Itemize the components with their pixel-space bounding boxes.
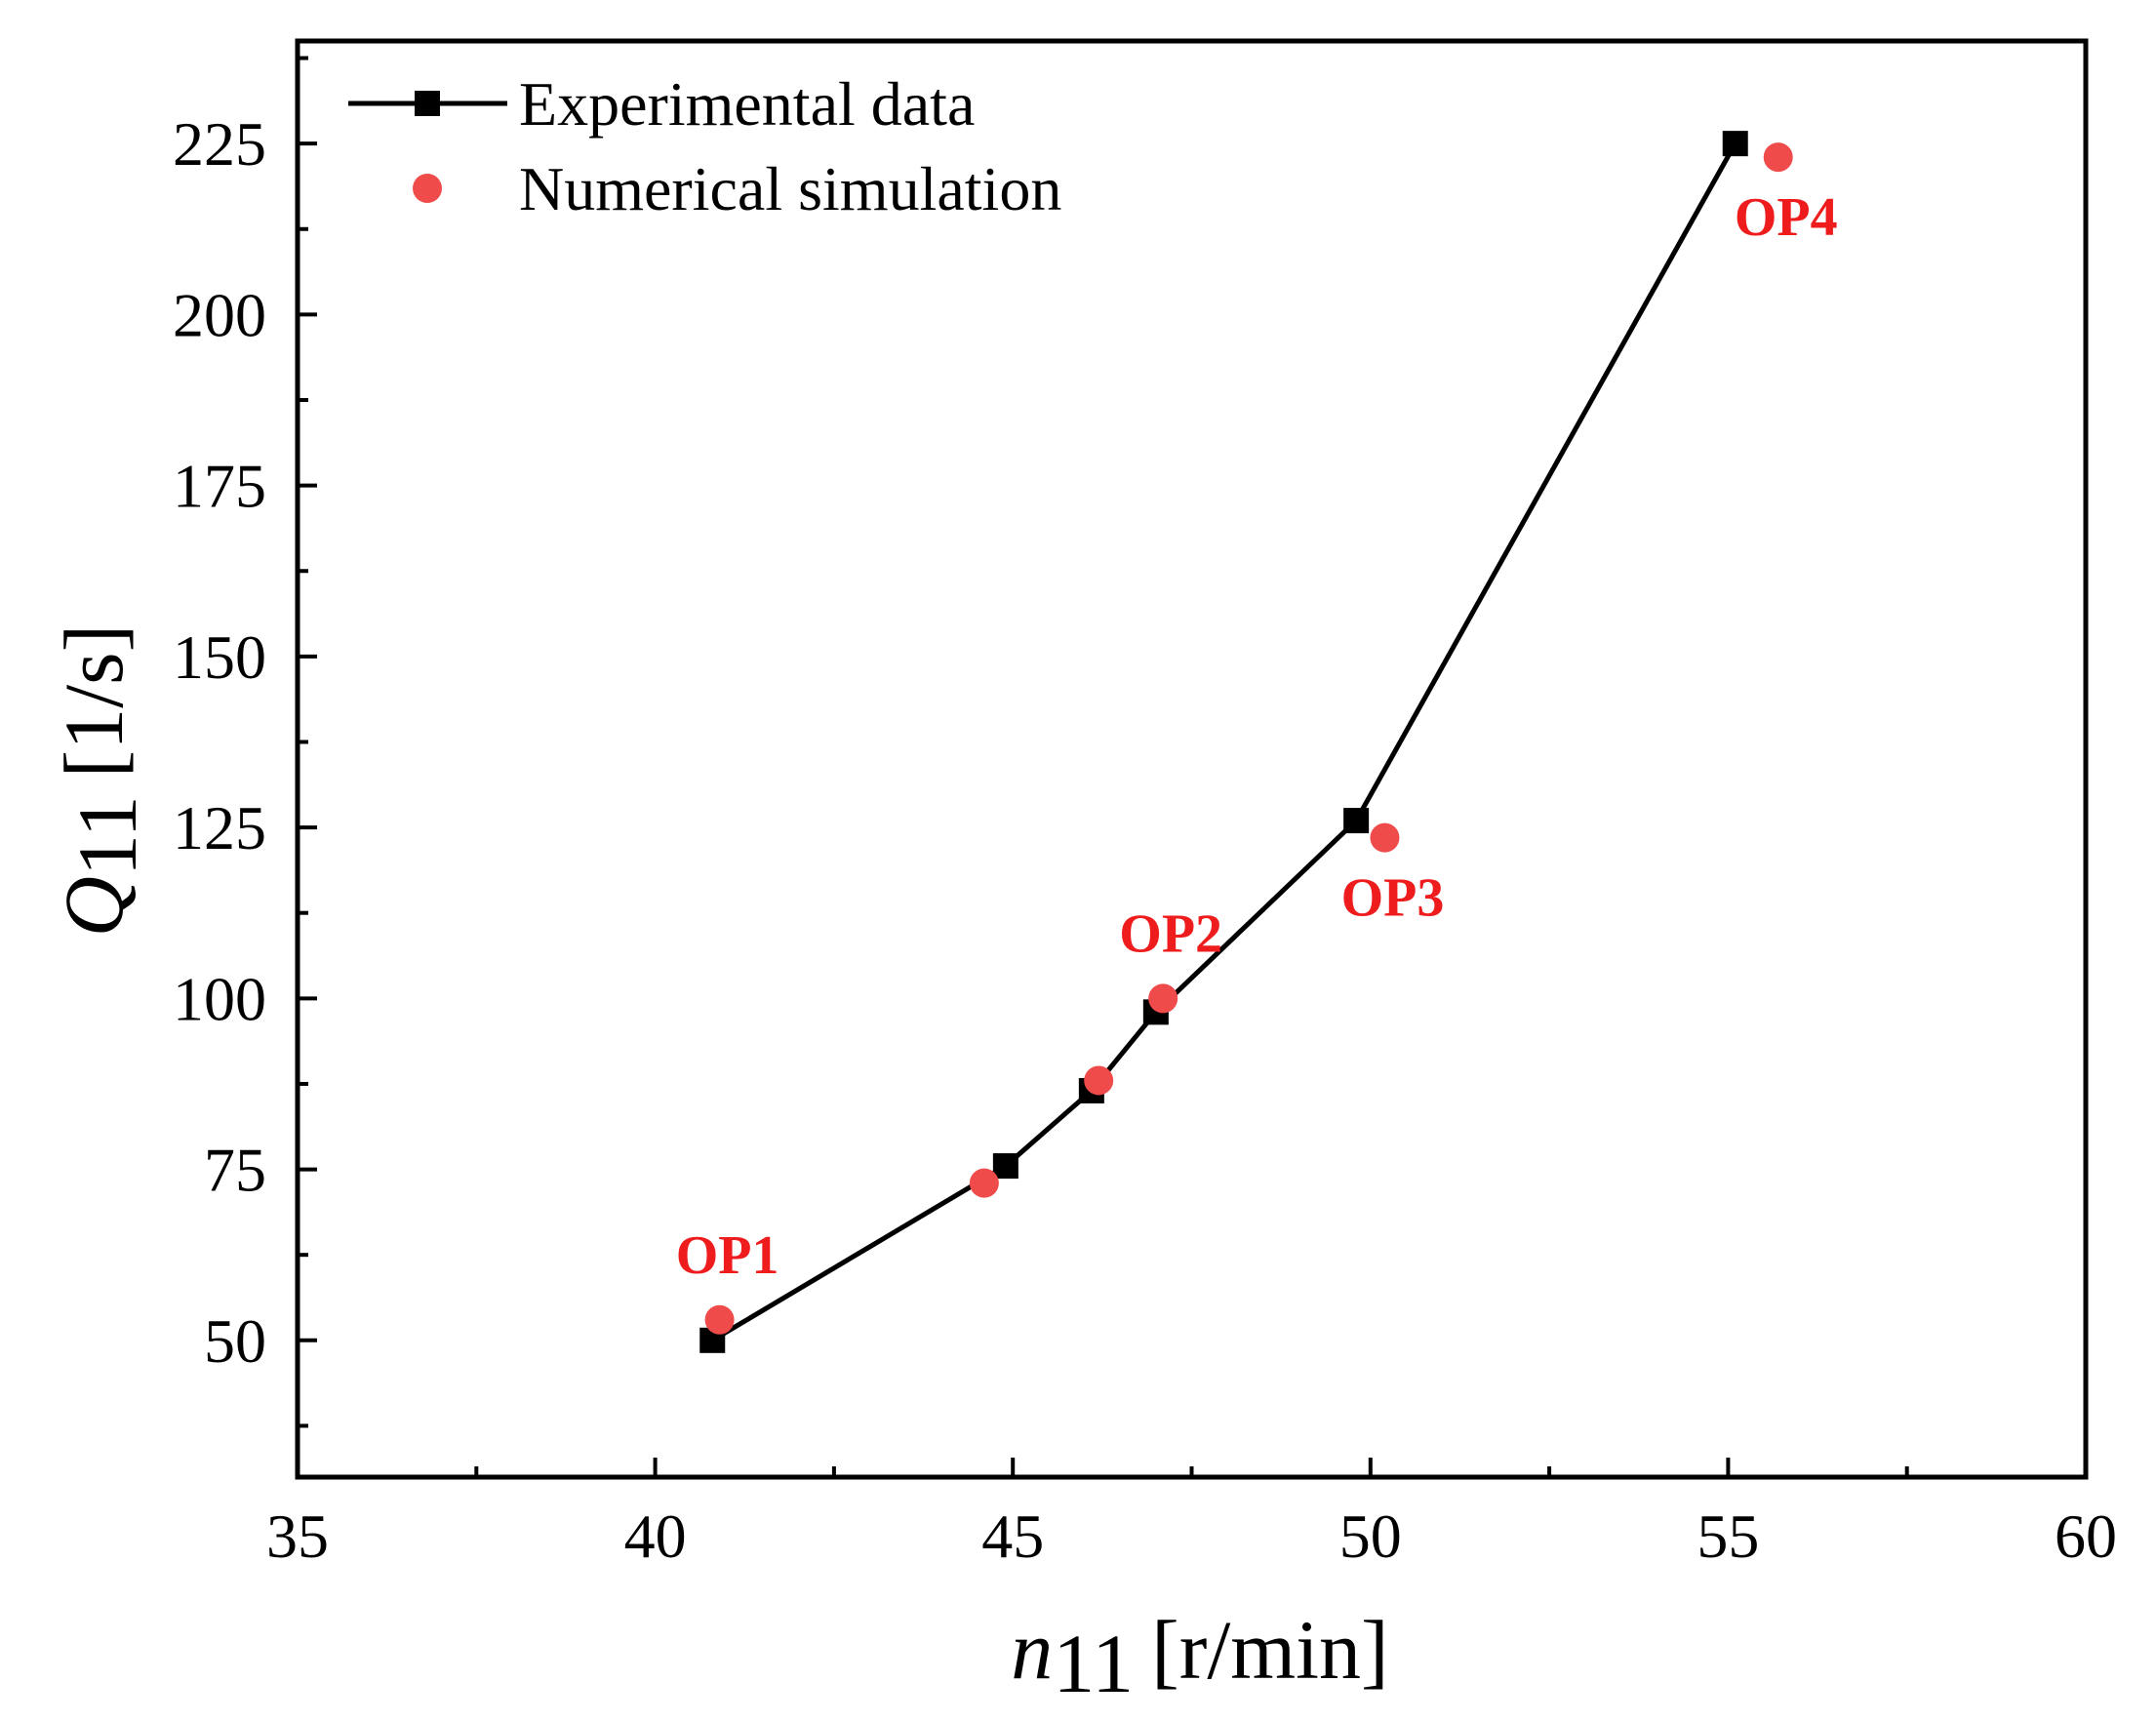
op-label: OP3 <box>1341 868 1445 929</box>
simulation-point <box>1763 142 1793 173</box>
y-tick-label: 150 <box>173 622 266 692</box>
y-axis-title: Q11[1/s] <box>47 624 154 938</box>
axes: 35 40 45 50 55 60 50 75 100 125 150 175 200 225 <box>173 38 2117 1571</box>
x-tick-label: 35 <box>266 1502 329 1571</box>
plot-frame <box>295 38 2089 1480</box>
x-axis-title: n11 [r/min] <box>1011 1603 1388 1710</box>
y-tick-label: 125 <box>173 793 266 862</box>
x-tick-label: 45 <box>981 1502 1044 1571</box>
x-tick-label: 60 <box>2055 1502 2117 1571</box>
y-tick-label: 200 <box>173 280 266 349</box>
legend-square-swatch <box>415 91 440 116</box>
x-tick-label: 40 <box>624 1502 687 1571</box>
y-tick-label: 100 <box>173 964 266 1033</box>
legend-circle-swatch <box>413 174 442 203</box>
y-tick-label: 75 <box>204 1136 266 1205</box>
experimental-point <box>992 1153 1018 1180</box>
op-label: OP1 <box>676 1225 779 1286</box>
simulation-point <box>1370 822 1400 853</box>
op-label: OP4 <box>1735 187 1838 248</box>
y-tick-label: 175 <box>173 452 266 521</box>
x-tick-label: 55 <box>1697 1502 1759 1571</box>
simulation-point <box>1148 983 1178 1014</box>
legend-label: Numerical simulation <box>519 154 1061 223</box>
legend-label: Experimental data <box>519 69 975 139</box>
simulation-point <box>1084 1065 1114 1096</box>
experimental-point <box>1722 131 1748 157</box>
plot-series <box>699 131 1793 1353</box>
y-tick-label: 50 <box>204 1306 266 1376</box>
experimental-line <box>710 141 1737 1342</box>
x-tick-label: 50 <box>1339 1502 1402 1571</box>
annotations: OP1 OP2 OP3 OP4 <box>676 187 1838 1286</box>
y-tick-label: 225 <box>173 109 266 179</box>
legend: Experimental data Numerical simulation <box>348 69 1061 223</box>
experimental-point <box>1343 808 1370 834</box>
op-label: OP2 <box>1119 903 1222 964</box>
simulation-point <box>969 1168 999 1198</box>
simulation-point <box>704 1304 735 1335</box>
